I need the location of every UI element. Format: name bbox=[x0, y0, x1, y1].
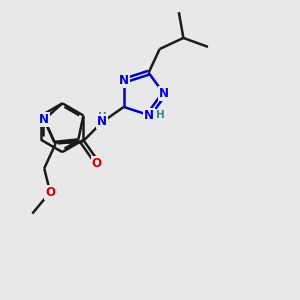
Text: N: N bbox=[144, 109, 154, 122]
Text: N: N bbox=[159, 87, 169, 101]
Text: O: O bbox=[45, 186, 55, 199]
Text: N: N bbox=[119, 74, 129, 87]
Text: O: O bbox=[92, 157, 102, 169]
Text: N: N bbox=[97, 116, 107, 128]
Text: N: N bbox=[39, 113, 49, 126]
Text: H: H bbox=[98, 112, 107, 122]
Text: H: H bbox=[155, 110, 164, 120]
